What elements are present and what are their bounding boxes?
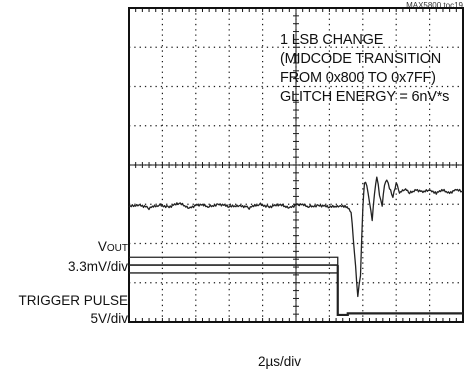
figure-id: MAX5800 toc19 [406, 1, 463, 10]
trigger-name: TRIGGER PULSE [18, 293, 128, 308]
vout-channel-label: VOUT 3.3mV/div [68, 238, 128, 276]
annotation-line: FROM 0x800 TO 0x7FF) [280, 70, 436, 86]
glitch-annotation: 1 LSB CHANGE (MIDCODE TRANSITION FROM 0x… [280, 31, 449, 107]
vout-scale: 3.3mV/div [67, 259, 128, 274]
vout-name: V [97, 239, 107, 254]
vout-trace [128, 176, 464, 298]
annotation-line: GLITCH ENERGY = 6nV*s [280, 89, 450, 105]
trigger-scale: 5V/div [90, 311, 128, 326]
x-axis-label: 2µs/div [258, 354, 302, 369]
annotation-line: 1 LSB CHANGE [280, 32, 384, 48]
trigger-channel-label: TRIGGER PULSE 5V/div [18, 292, 128, 328]
annotation-line: (MIDCODE TRANSITION [280, 51, 442, 67]
vout-name-subscript: OUT [106, 243, 128, 254]
trigger-pulse-trace [336, 265, 463, 317]
